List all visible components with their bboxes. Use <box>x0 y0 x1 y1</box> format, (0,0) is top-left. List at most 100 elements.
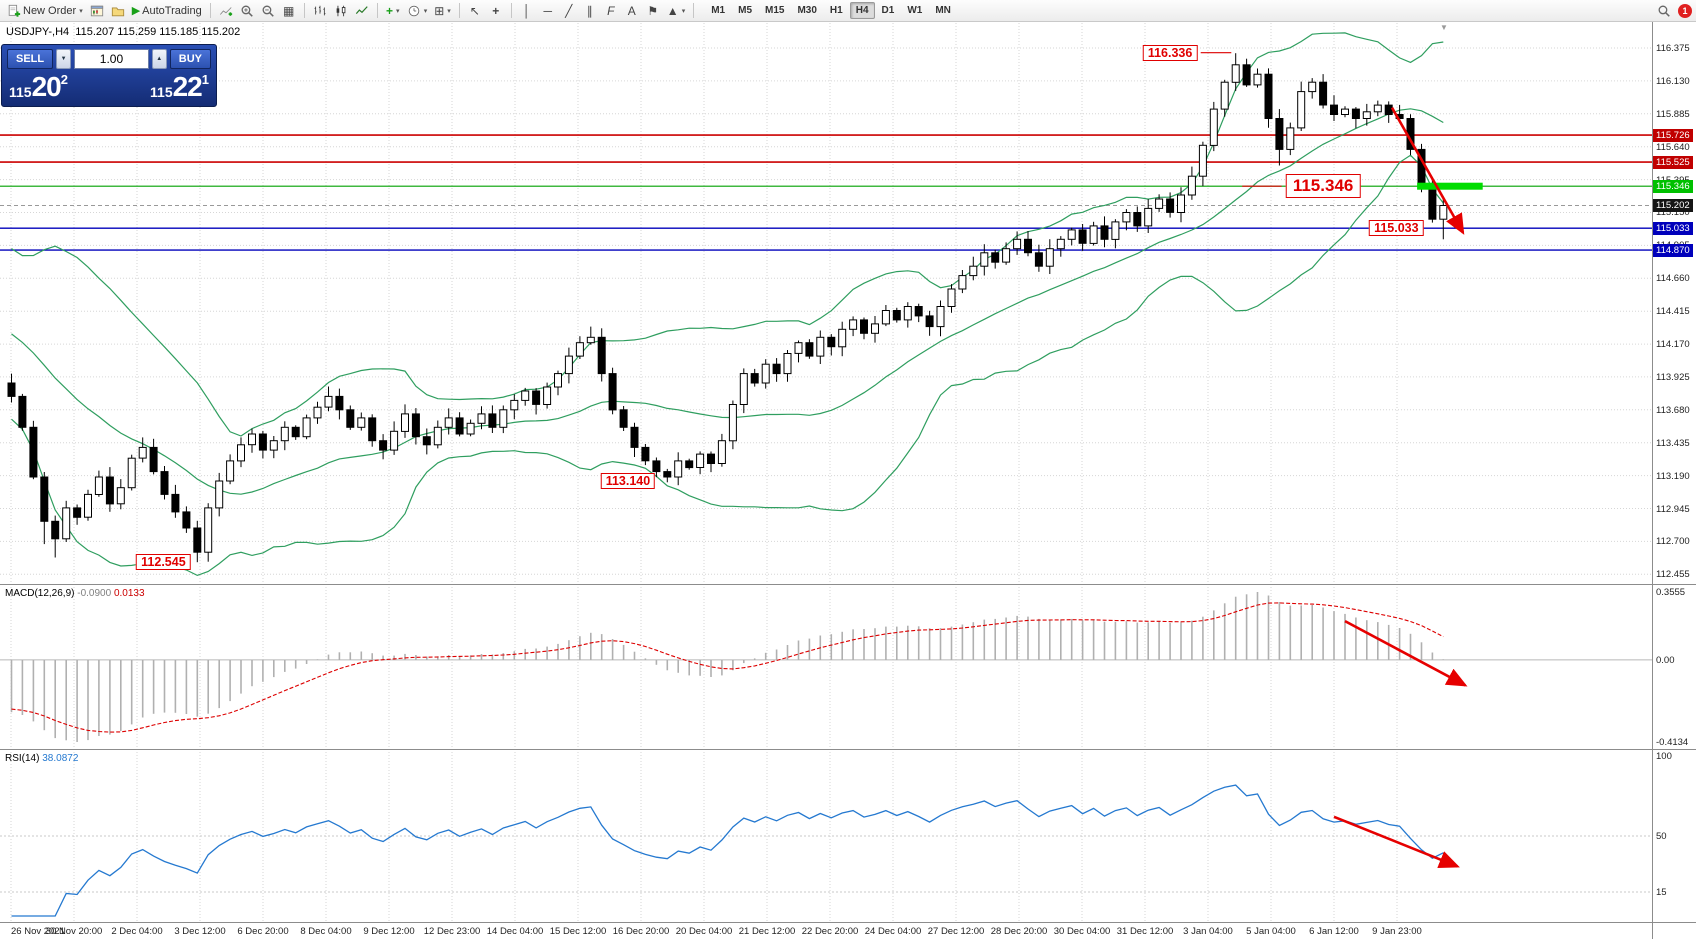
channel-button[interactable]: ∥ <box>580 2 600 20</box>
timeframe-button-mn[interactable]: MN <box>929 2 957 19</box>
tile-windows-icon: ▦ <box>283 3 295 18</box>
timeframe-button-h4[interactable]: H4 <box>849 2 875 19</box>
vertical-line-button[interactable]: │ <box>517 2 537 20</box>
line-chart-button[interactable] <box>352 2 372 20</box>
pane-resize-handle[interactable] <box>0 583 1696 586</box>
macd-main-value: -0.0900 <box>77 588 112 599</box>
toolbar-separator <box>510 3 512 18</box>
autotrading-play-icon: ▶ <box>131 5 141 17</box>
price-badge: 114.870 <box>1653 243 1693 257</box>
timeframe-button-w1[interactable]: W1 <box>901 2 928 19</box>
chart-shift-marker[interactable]: ▼ <box>1440 23 1448 32</box>
timeframe-button-m1[interactable]: M1 <box>705 2 731 19</box>
sell-button[interactable]: SELL <box>7 49 54 69</box>
chart-window-button[interactable] <box>87 2 107 20</box>
price-axis-label: 113.190 <box>1656 470 1690 482</box>
volume-input[interactable] <box>74 49 149 69</box>
time-axis-label: 30 Dec 04:00 <box>1053 926 1111 937</box>
templates-icon: ⊞ <box>434 3 445 18</box>
label-flag-icon: ⚑ <box>647 3 659 18</box>
horizontal-line-button[interactable]: ─ <box>538 2 558 20</box>
buy-button[interactable]: BUY <box>169 49 211 69</box>
shapes-button[interactable]: ▲ ▾ <box>664 2 688 20</box>
timeframe-button-m30[interactable]: M30 <box>791 2 822 19</box>
rsi-name: RSI(14) <box>5 753 40 764</box>
chevron-down-icon: ▾ <box>395 7 400 15</box>
crosshair-button[interactable]: + <box>486 2 506 20</box>
timeframe-button-d1[interactable]: D1 <box>876 2 901 19</box>
time-axis-label: 3 Jan 04:00 <box>1183 926 1233 937</box>
price-axis-label: 113.680 <box>1656 404 1690 416</box>
text-button[interactable]: A <box>622 2 642 20</box>
period-button[interactable]: ▾ <box>404 2 431 20</box>
price-annotation: 116.336 <box>1142 44 1198 61</box>
rsi-axis-label: 15 <box>1656 887 1667 898</box>
trendline-icon: ╱ <box>565 3 573 18</box>
time-axis-label: 6 Jan 12:00 <box>1309 926 1359 937</box>
templates-button[interactable]: ⊞ ▾ <box>431 2 454 20</box>
time-axis-label: 31 Dec 12:00 <box>1116 926 1174 937</box>
folder-icon <box>111 7 124 16</box>
price-annotation: 115.346 <box>1285 174 1361 199</box>
candlestick-chart-icon <box>336 5 346 16</box>
price-axis-label: 115.640 <box>1656 141 1690 153</box>
notification-badge[interactable]: 1 <box>1678 3 1692 18</box>
macd-axis-label: 0.00 <box>1656 654 1675 666</box>
new-order-button[interactable]: New Order ▾ <box>4 2 86 20</box>
autotrading-button[interactable]: ▶ AutoTrading <box>129 2 205 20</box>
tile-windows-button[interactable]: ▦ <box>279 2 299 20</box>
indicators-button[interactable] <box>216 2 236 20</box>
buy-price[interactable]: 115 22 1 <box>150 71 209 102</box>
symbol-ohlc: 115.207 115.259 115.185 115.202 <box>75 26 241 38</box>
time-axis-label: 26 Nov 2021 <box>11 926 65 937</box>
time-axis-label: 15 Dec 12:00 <box>549 926 607 937</box>
fibonacci-button[interactable]: F <box>601 2 621 20</box>
price-badge: 115.033 <box>1653 221 1693 235</box>
time-axis-label: 14 Dec 04:00 <box>486 926 544 937</box>
channel-icon: ∥ <box>586 3 593 18</box>
zoom-out-button[interactable] <box>258 2 278 20</box>
pane-resize-handle[interactable] <box>0 748 1696 751</box>
timeframe-group: M1 M5 M15 M30 H1 H4 D1 W1 MN <box>705 2 957 19</box>
price-badge: 115.346 <box>1653 179 1693 193</box>
rsi-value: 38.0872 <box>42 753 79 764</box>
time-axis-label: 24 Dec 04:00 <box>864 926 922 937</box>
time-axis-label: 3 Dec 12:00 <box>174 926 226 937</box>
profiles-button[interactable] <box>108 2 128 20</box>
sell-price[interactable]: 115 20 2 <box>9 71 68 102</box>
trendline-button[interactable]: ╱ <box>559 2 579 20</box>
rsi-axis-label: 50 <box>1656 831 1667 842</box>
toolbar-separator <box>693 3 695 18</box>
chevron-down-icon: ▾ <box>423 7 428 15</box>
shapes-icon: ▲ <box>666 3 679 18</box>
timeframe-button-m15[interactable]: M15 <box>759 2 790 19</box>
green-plus-icon: + <box>385 3 393 18</box>
bar-chart-button[interactable] <box>310 2 330 20</box>
cursor-button[interactable]: ↖ <box>465 2 485 20</box>
macd-name: MACD(12,26,9) <box>5 588 75 599</box>
timeframe-button-h1[interactable]: H1 <box>824 2 849 19</box>
macd-axis-label: 0.3555 <box>1656 587 1686 598</box>
price-axis-label: 114.660 <box>1656 273 1690 285</box>
time-axis-label: 12 Dec 23:00 <box>423 926 481 937</box>
time-axis-label: 27 Dec 12:00 <box>927 926 985 937</box>
volume-decrement-button[interactable]: ▼ <box>56 49 72 69</box>
toolbar-separator <box>458 3 460 18</box>
price-axis-label: 112.945 <box>1656 503 1690 515</box>
time-axis-label: 8 Dec 04:00 <box>300 926 352 937</box>
add-indicator-button[interactable]: + ▾ <box>383 2 403 20</box>
price-axis-label: 113.435 <box>1656 437 1690 449</box>
candlestick-chart-button[interactable] <box>331 2 351 20</box>
price-axis-label: 116.130 <box>1656 75 1690 87</box>
search-button[interactable] <box>1654 2 1674 20</box>
time-axis-label: 21 Dec 12:00 <box>738 926 796 937</box>
price-axis-label: 116.375 <box>1656 43 1690 54</box>
price-axis-label: 115.150 <box>1656 207 1690 219</box>
symbol-info-line: USDJPY-,H4 115.207 115.259 115.185 115.2… <box>6 26 240 38</box>
label-button[interactable]: ⚑ <box>643 2 663 20</box>
volume-increment-button[interactable]: ▲ <box>151 49 167 69</box>
timeframe-button-m5[interactable]: M5 <box>732 2 758 19</box>
zoom-in-icon <box>241 5 253 17</box>
zoom-in-button[interactable] <box>237 2 257 20</box>
